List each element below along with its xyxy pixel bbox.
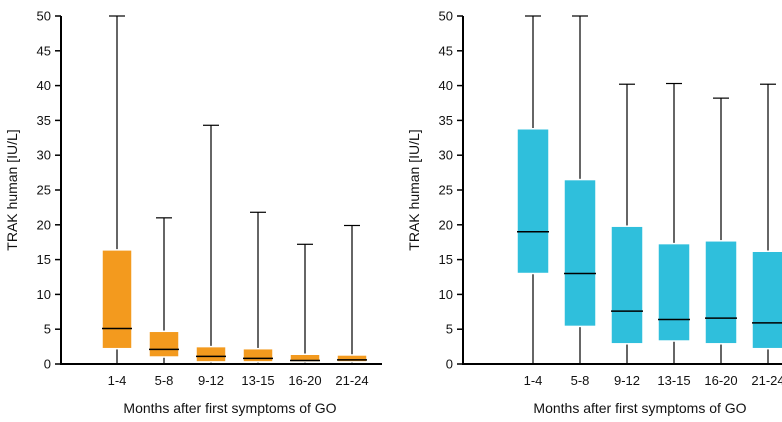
y-tick-label: 35 [37, 113, 51, 128]
y-tick-label: 50 [439, 9, 453, 24]
y-tick-label: 15 [439, 252, 453, 267]
y-axis-title: TRAK human [IU/L] [406, 129, 422, 250]
y-tick-label: 5 [44, 322, 51, 337]
box [704, 240, 738, 345]
y-tick-label: 25 [37, 183, 51, 198]
x-tick-label: 16-20 [288, 373, 321, 388]
x-tick-label: 5-8 [571, 373, 590, 388]
y-tick-label: 20 [439, 217, 453, 232]
x-tick-label: 9-12 [614, 373, 640, 388]
box [242, 347, 274, 363]
x-tick-label: 1-4 [108, 373, 127, 388]
y-tick-label: 10 [439, 287, 453, 302]
y-tick-label: 30 [439, 148, 453, 163]
x-tick-label: 16-20 [704, 373, 737, 388]
y-tick-label: 10 [37, 287, 51, 302]
y-tick-label: 45 [439, 43, 453, 58]
x-tick-label: 1-4 [524, 373, 543, 388]
box [563, 178, 597, 328]
box [657, 242, 691, 342]
y-tick-label: 30 [37, 148, 51, 163]
x-axis-title: Months after first symptoms of GO [123, 400, 336, 416]
x-tick-label: 13-15 [241, 373, 274, 388]
y-tick-label: 15 [37, 252, 51, 267]
box [336, 354, 368, 363]
x-axis-title: Months after first symptoms of GO [533, 400, 746, 416]
x-tick-label: 9-12 [198, 373, 224, 388]
y-axis-title: TRAK human [IU/L] [4, 129, 20, 250]
y-tick-label: 25 [439, 183, 453, 198]
box [289, 353, 321, 363]
box [101, 249, 133, 350]
y-tick-label: 50 [37, 9, 51, 24]
y-tick-label: 20 [37, 217, 51, 232]
box [148, 330, 180, 358]
box [751, 250, 782, 350]
box [195, 345, 227, 363]
x-tick-label: 5-8 [155, 373, 174, 388]
x-tick-label: 21-24 [335, 373, 368, 388]
box [516, 128, 550, 275]
x-tick-label: 21-24 [751, 373, 782, 388]
y-tick-label: 5 [446, 322, 453, 337]
chart-panel-right: 0 5 10 15 20 25 30 35 40 45 50 1-4 5-8 9-12 13-15 16-20… [406, 9, 782, 416]
y-tick-label: 0 [446, 357, 453, 372]
y-tick-label: 45 [37, 43, 51, 58]
chart-panel-left: 0 5 10 15 20 25 30 35 40 45 50 1-4 5-8 9-12 13-15 16-20… [4, 9, 382, 416]
y-tick-label: 40 [439, 78, 453, 93]
y-tick-label: 40 [37, 78, 51, 93]
box [610, 225, 644, 345]
x-tick-label: 13-15 [657, 373, 690, 388]
y-tick-label: 0 [44, 357, 51, 372]
y-tick-label: 35 [439, 113, 453, 128]
